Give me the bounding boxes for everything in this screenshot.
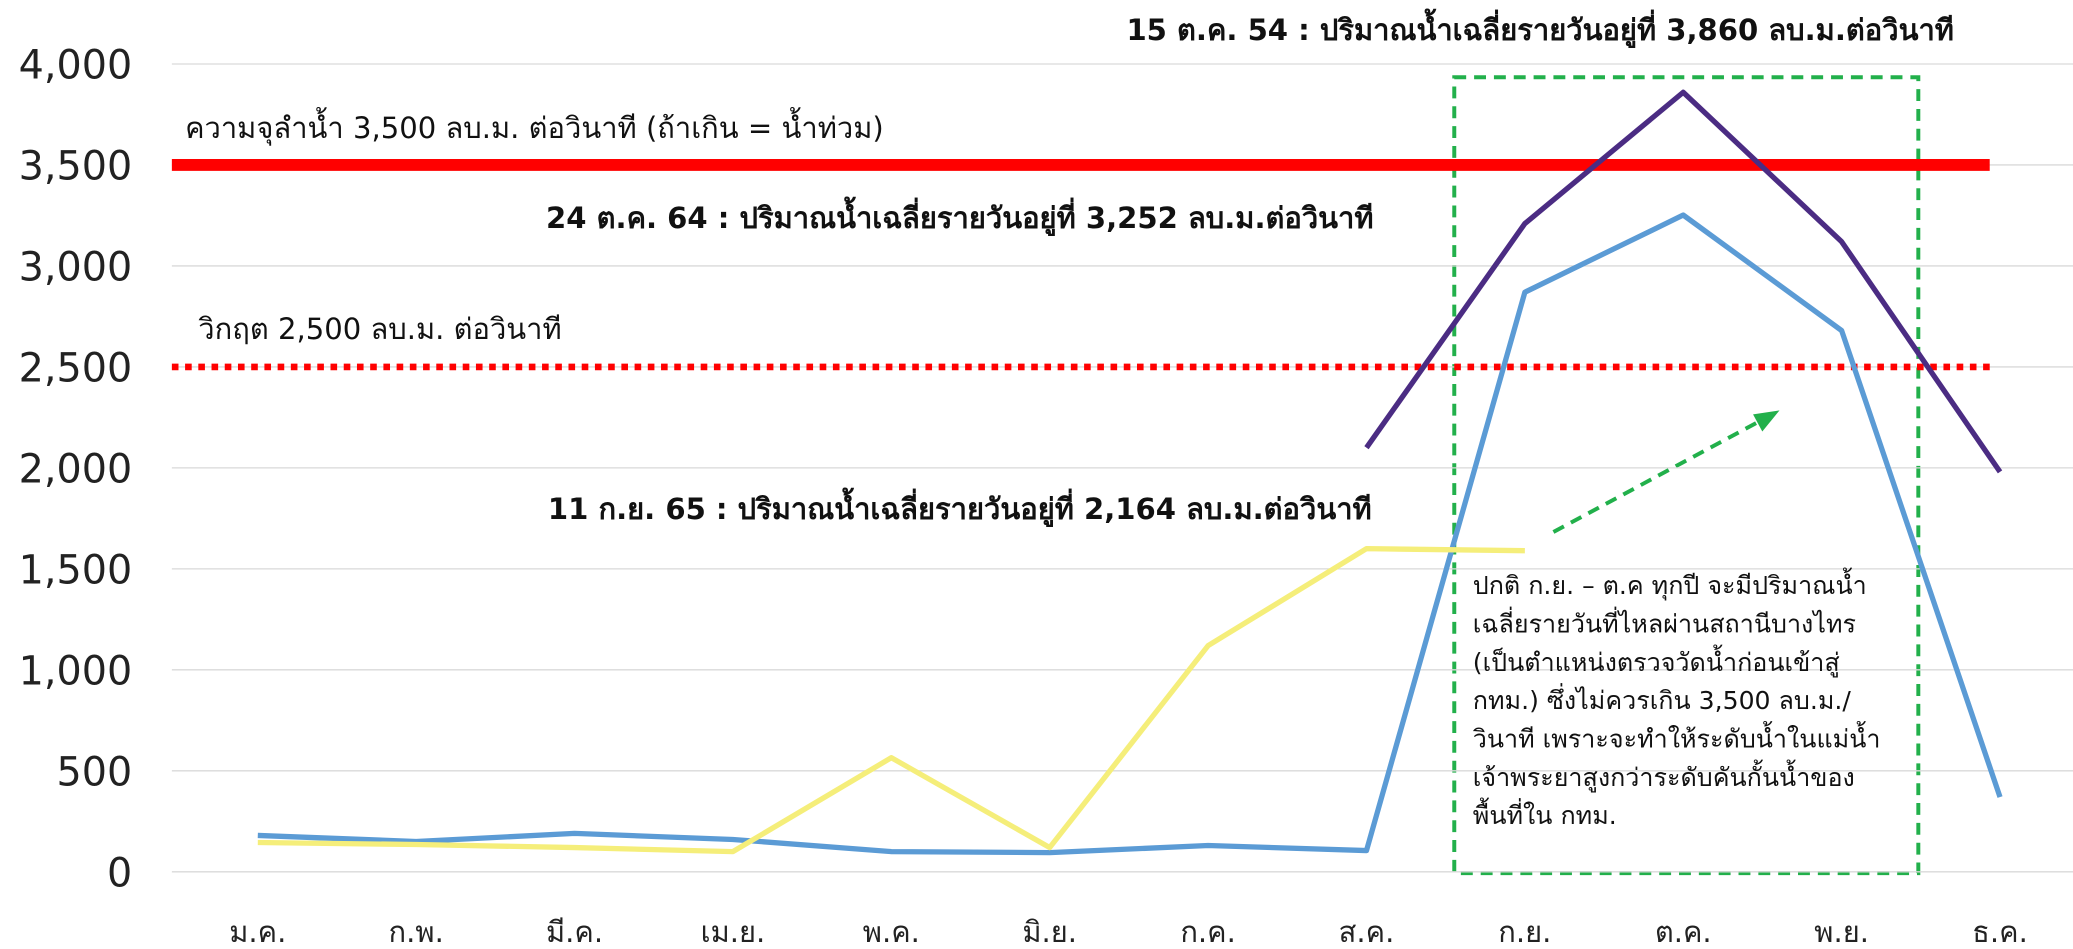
x-tick-label: มิ.ย. — [1022, 915, 1077, 949]
series-line — [1364, 89, 2003, 474]
series-line — [257, 212, 2003, 856]
annotation: 24 ต.ค. 64 : ปริมาณน้ำเฉลี่ยรายวันอยู่ที… — [546, 196, 1374, 236]
note-text: ปกติ ก.ย. – ต.ค ทุกปี จะมีปริมาณน้ำ — [1473, 567, 1867, 601]
x-tick-label: เม.ย. — [701, 915, 766, 949]
y-tick-label: 4,000 — [19, 43, 133, 89]
x-tick-label: ก.ค. — [1180, 915, 1236, 949]
note-text: พื้นที่ใน กทม. — [1473, 797, 1617, 830]
y-tick-label: 0 — [107, 850, 132, 896]
reference-label: วิกฤต 2,500 ลบ.ม. ต่อวินาที — [198, 312, 561, 346]
x-tick-label: พ.ค. — [863, 915, 920, 949]
note-text: เจ้าพระยาสูงกว่าระดับคันกั้นน้ำของ — [1473, 759, 1855, 793]
note-text: กทม.) ซึ่งไม่ควรเกิน 3,500 ลบ.ม./ — [1473, 683, 1852, 715]
y-tick-label: 3,000 — [19, 244, 133, 290]
x-tick-label: ก.พ. — [389, 915, 444, 949]
y-tick-label: 2,500 — [19, 345, 133, 391]
x-tick-label: ธ.ค. — [1972, 915, 2028, 949]
y-tick-label: 3,500 — [19, 144, 133, 190]
y-tick-label: 2,000 — [19, 446, 133, 492]
y-tick-label: 500 — [57, 749, 133, 795]
y-tick-label: 1,000 — [19, 648, 133, 694]
reference-label: ความจุลำน้ำ 3,500 ลบ.ม. ต่อวินาที (ถ้าเก… — [185, 107, 884, 146]
arrow — [1552, 416, 1766, 534]
x-tick-label: พ.ย. — [1814, 915, 1869, 949]
y-tick-label: 1,500 — [19, 547, 133, 593]
note-text: วินาที เพราะจะทำให้ระดับน้ำในแม่น้ำ — [1473, 721, 1881, 754]
x-tick-label: มี.ค. — [546, 915, 603, 949]
x-tick-label: ก.ย. — [1498, 915, 1551, 949]
series-line — [257, 546, 1525, 855]
annotation: 11 ก.ย. 65 : ปริมาณน้ำเฉลี่ยรายวันอยู่ที… — [548, 487, 1372, 527]
note-text: เฉลี่ยรายวันที่ไหลผ่านสถานีบางไทร — [1473, 606, 1856, 638]
x-tick-label: ม.ค. — [229, 915, 286, 949]
highlight-box — [1452, 75, 1921, 876]
arrow-head — [1753, 410, 1780, 432]
note-text: (เป็นตำแหน่งตรวจวัดน้ำก่อนเข้าสู่ — [1473, 644, 1840, 678]
annotation: 15 ต.ค. 54 : ปริมาณน้ำเฉลี่ยรายวันอยู่ที… — [1126, 8, 1954, 48]
x-tick-label: ต.ค. — [1655, 915, 1712, 949]
x-tick-label: ส.ค. — [1339, 915, 1395, 949]
